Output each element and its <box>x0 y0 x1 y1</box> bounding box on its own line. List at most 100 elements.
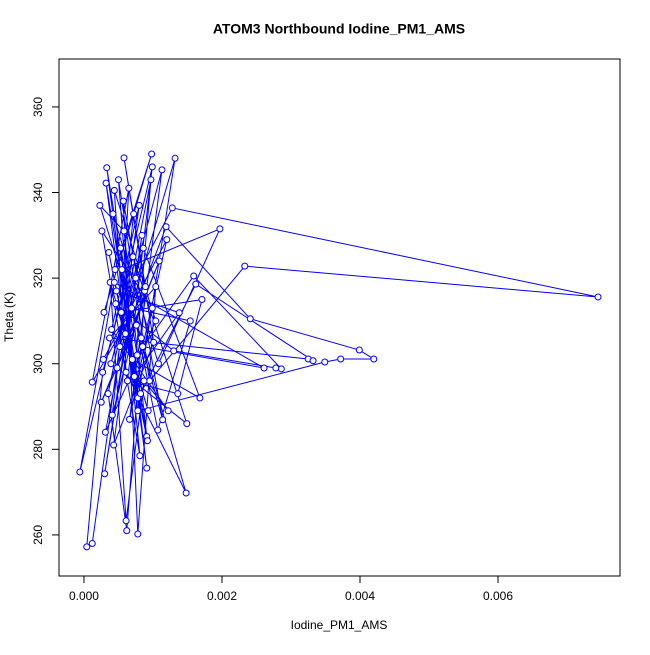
data-point <box>129 253 137 261</box>
data-point <box>148 163 156 171</box>
data-point <box>110 441 118 449</box>
data-point <box>101 470 109 478</box>
data-point <box>134 530 142 538</box>
data-point <box>133 351 141 359</box>
data-point <box>152 317 160 325</box>
data-point <box>277 365 285 373</box>
data-point <box>112 287 120 295</box>
data-point <box>148 150 156 158</box>
data-point <box>175 309 183 317</box>
data-point <box>132 274 140 282</box>
data-point <box>309 357 317 365</box>
data-point <box>112 300 120 308</box>
data-point <box>117 308 125 316</box>
data-point <box>130 373 138 381</box>
data-point <box>104 390 112 398</box>
data-point <box>99 368 107 376</box>
data-point <box>186 317 194 325</box>
data-point <box>137 390 145 398</box>
data-point <box>171 154 179 162</box>
y-tick-label: 260 <box>31 525 45 545</box>
data-point <box>196 394 204 402</box>
data-point <box>164 407 172 415</box>
data-point <box>163 236 171 244</box>
data-point <box>190 272 198 280</box>
data-point <box>101 428 109 436</box>
data-point <box>183 420 191 428</box>
data-point <box>174 390 182 398</box>
y-tick-label: 340 <box>31 182 45 202</box>
data-point <box>110 278 118 286</box>
data-point <box>122 368 130 376</box>
data-point <box>116 343 124 351</box>
data-point <box>97 398 105 406</box>
x-tick-label: 0.000 <box>69 589 99 603</box>
data-point <box>102 179 110 187</box>
data-point <box>114 176 122 184</box>
data-point <box>120 227 128 235</box>
data-point <box>119 197 127 205</box>
data-point <box>98 227 106 235</box>
y-tick-label: 280 <box>31 439 45 459</box>
data-point <box>155 360 163 368</box>
data-point <box>100 308 108 316</box>
data-point <box>134 407 142 415</box>
data-point <box>140 377 148 385</box>
data-point <box>159 416 167 424</box>
data-point <box>106 334 114 342</box>
data-point <box>117 244 125 252</box>
data-point <box>111 266 119 274</box>
data-point <box>143 437 151 445</box>
data-point <box>128 355 136 363</box>
data-point <box>128 304 136 312</box>
data-point <box>105 248 113 256</box>
data-point <box>198 296 206 304</box>
data-point <box>260 364 268 372</box>
data-point <box>139 343 147 351</box>
data-point <box>241 262 249 270</box>
data-point <box>150 338 158 346</box>
y-axis-label: Theta (K) <box>2 292 16 342</box>
data-point <box>88 378 96 386</box>
y-tick-label: 320 <box>31 268 45 288</box>
data-point <box>148 304 156 312</box>
data-point <box>155 257 163 265</box>
data-point <box>135 201 143 209</box>
data-point <box>76 468 84 476</box>
y-tick-label: 300 <box>31 353 45 373</box>
data-point <box>321 358 329 366</box>
data-point <box>272 364 280 372</box>
x-axis-label: Iodine_PM1_AMS <box>291 618 388 632</box>
data-point <box>152 283 160 291</box>
x-tick-label: 0.006 <box>483 589 513 603</box>
data-point <box>594 293 602 301</box>
data-point <box>216 225 224 233</box>
data-point <box>126 415 134 423</box>
data-point <box>143 464 151 472</box>
data-point <box>83 543 91 551</box>
data-point <box>122 517 130 525</box>
data-point <box>370 355 378 363</box>
data-point <box>123 527 131 535</box>
data-point <box>130 210 138 218</box>
data-point <box>125 184 133 192</box>
data-point <box>103 164 111 172</box>
x-tick-label: 0.002 <box>207 589 237 603</box>
data-point <box>113 364 121 372</box>
data-point <box>158 166 166 174</box>
data-point <box>96 201 104 209</box>
data-point <box>162 223 170 231</box>
data-point <box>182 489 190 497</box>
data-point <box>107 360 115 368</box>
data-point <box>137 334 145 342</box>
data-point <box>136 452 144 460</box>
data-point <box>108 411 116 419</box>
data-point <box>168 204 176 212</box>
data-point <box>88 539 96 547</box>
data-point <box>141 283 149 291</box>
data-point <box>118 266 126 274</box>
data-point <box>192 280 200 288</box>
data-point <box>355 346 363 354</box>
